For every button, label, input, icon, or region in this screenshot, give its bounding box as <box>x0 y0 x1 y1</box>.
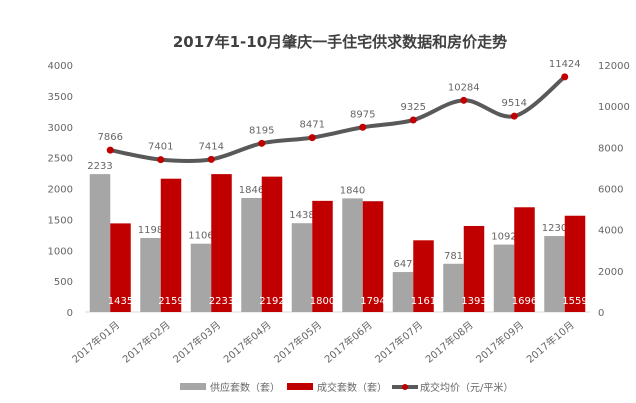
x-tick-label: 2017年04月 <box>221 318 274 365</box>
supply-bar-label: 2233 <box>87 161 112 172</box>
sales-bar-label: 2233 <box>209 296 234 307</box>
sales-bar <box>312 200 333 312</box>
sales-bar-label: 1393 <box>461 296 486 307</box>
price-point <box>207 155 215 163</box>
supply-bar-label: 1092 <box>491 232 516 243</box>
left-tick-label: 1000 <box>48 246 73 257</box>
x-tick-label: 2017年02月 <box>120 318 173 365</box>
supply-bar <box>493 244 515 312</box>
price-label: 8195 <box>249 125 274 136</box>
price-label: 8975 <box>350 109 375 120</box>
supply-bar <box>241 198 262 312</box>
sales-bar <box>362 201 384 312</box>
sales-bar-label: 1800 <box>310 296 335 307</box>
supply-bar-label: 647 <box>393 259 412 270</box>
price-point <box>510 112 518 120</box>
right-tick-label: 2000 <box>598 267 623 278</box>
legend-sales-swatch <box>287 383 313 390</box>
left-tick-label: 2500 <box>48 154 73 165</box>
supply-bar-label: 1846 <box>239 185 264 196</box>
supply-bar <box>544 236 565 312</box>
supply-bar-label: 1230 <box>542 223 567 234</box>
supply-bar-label: 1198 <box>138 225 163 236</box>
legend-supply-swatch <box>180 383 206 390</box>
left-tick-label: 1500 <box>48 215 73 226</box>
right-tick-label: 0 <box>598 308 604 319</box>
price-point <box>106 146 114 154</box>
price-point <box>460 96 468 104</box>
legend-supply-label: 供应套数（套） <box>210 381 280 394</box>
price-point <box>359 123 367 131</box>
right-tick-label: 6000 <box>598 185 623 196</box>
sales-bar <box>160 178 182 312</box>
price-label: 7401 <box>148 142 173 153</box>
right-tick-label: 4000 <box>598 226 623 237</box>
supply-bar <box>392 272 414 312</box>
sales-bar-label: 2192 <box>259 296 284 307</box>
price-label: 8471 <box>300 120 325 131</box>
sales-bar-label: 1794 <box>360 296 385 307</box>
x-tick-label: 2017年09月 <box>473 318 526 365</box>
supply-bar <box>443 263 464 312</box>
price-label: 9514 <box>502 98 527 109</box>
x-tick-label: 2017年05月 <box>271 318 324 365</box>
right-tick-label: 10000 <box>598 102 630 113</box>
supply-bar-label: 1106 <box>188 231 213 242</box>
sales-bar <box>211 174 232 312</box>
supply-bar <box>140 238 161 312</box>
legend-price-marker <box>402 384 408 390</box>
supply-bar <box>190 243 212 312</box>
supply-bar <box>291 223 313 312</box>
left-tick-label: 500 <box>54 277 73 288</box>
price-point <box>308 134 316 142</box>
price-label: 9325 <box>401 102 426 113</box>
left-tick-label: 2000 <box>48 185 73 196</box>
sales-bar-label: 1435 <box>108 296 133 307</box>
x-tick-label: 2017年08月 <box>423 318 476 365</box>
sales-bar <box>564 215 586 312</box>
sales-bar <box>110 223 131 312</box>
x-tick-label: 2017年03月 <box>170 318 223 365</box>
sales-bar-label: 1161 <box>411 296 436 307</box>
price-label: 7866 <box>98 132 123 143</box>
sales-bar <box>463 225 485 312</box>
chart-title: 2017年1-10月肇庆一手住宅供求数据和房价走势 <box>173 33 507 51</box>
left-tick-label: 4000 <box>48 61 73 72</box>
price-point <box>561 73 569 81</box>
supply-bar-label: 1840 <box>340 185 365 196</box>
x-tick-label: 2017年06月 <box>322 318 375 365</box>
supply-bar-label: 781 <box>444 251 463 262</box>
supply-bar-label: 1438 <box>289 210 314 221</box>
sales-bar <box>261 176 283 312</box>
price-point <box>157 156 165 164</box>
price-label: 10284 <box>448 82 480 93</box>
x-tick-label: 2017年10月 <box>524 318 577 365</box>
right-tick-label: 8000 <box>598 143 623 154</box>
left-tick-label: 3500 <box>48 92 73 103</box>
sales-bar-label: 1696 <box>512 296 537 307</box>
right-tick-label: 12000 <box>598 61 630 72</box>
price-point <box>258 139 266 147</box>
price-label: 7414 <box>199 141 224 152</box>
supply-bar <box>342 198 363 312</box>
sales-bar-label: 2159 <box>158 296 183 307</box>
left-tick-label: 3000 <box>48 123 73 134</box>
sales-bar-label: 1559 <box>562 296 587 307</box>
left-tick-label: 0 <box>67 308 73 319</box>
sales-bar <box>413 240 434 312</box>
price-label: 11424 <box>549 59 581 70</box>
x-tick-label: 2017年01月 <box>69 318 122 365</box>
x-tick-label: 2017年07月 <box>372 318 425 365</box>
price-point <box>409 116 417 124</box>
price-line <box>109 75 567 164</box>
legend-sales-label: 成交套数（套） <box>317 381 387 394</box>
sales-bar <box>514 207 535 312</box>
legend-price-label: 成交均价（元/平米） <box>420 381 513 394</box>
supply-bar <box>89 174 111 312</box>
